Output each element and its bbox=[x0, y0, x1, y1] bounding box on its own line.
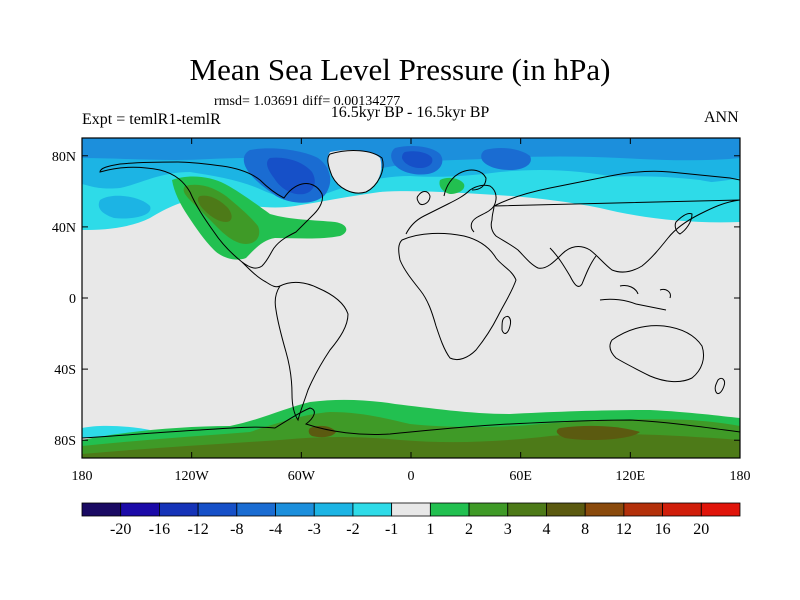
siberia-cyan-band bbox=[560, 176, 740, 196]
colorbar-swatch bbox=[623, 502, 663, 517]
coastlines bbox=[82, 150, 740, 439]
colorbar-label: 2 bbox=[465, 521, 473, 538]
lat-tick-label: 40S bbox=[54, 363, 76, 378]
colorbar-label: -3 bbox=[308, 521, 321, 538]
colorbar-swatch bbox=[313, 502, 354, 517]
coastline-scandinavia bbox=[443, 169, 487, 197]
experiment-subtitle: Expt = temlR1-temlR bbox=[82, 111, 221, 128]
colorbar-swatch bbox=[700, 502, 741, 517]
coastline-asia bbox=[490, 170, 740, 273]
colorbar-swatch bbox=[507, 502, 547, 517]
lon-tick-label: 60W bbox=[288, 469, 316, 484]
colorbar-label: -20 bbox=[110, 521, 131, 538]
coastline-central-america bbox=[241, 261, 281, 288]
coastline-greenland bbox=[327, 150, 384, 194]
colorbar-swatch bbox=[584, 502, 625, 517]
greenland-no-change bbox=[327, 150, 382, 194]
colorbar-swatch bbox=[429, 502, 470, 517]
north-america-olive-core bbox=[197, 195, 232, 222]
colorbar-label: 12 bbox=[616, 521, 632, 538]
colorbar-swatch bbox=[120, 502, 160, 517]
lat-tick-label: 80N bbox=[52, 150, 76, 165]
coastline-antarctica bbox=[82, 407, 740, 439]
coastline-australia bbox=[609, 325, 705, 383]
center-subtitle: 16.5kyr BP - 16.5kyr BP bbox=[330, 104, 490, 121]
colorbar-swatch bbox=[662, 502, 702, 517]
lon-tick-label: 60E bbox=[509, 469, 532, 484]
rmsd-subtitle: rmsd= 1.03691 diff= 0.00134277 bbox=[214, 94, 401, 109]
map-title: Mean Sea Level Pressure (in hPa) bbox=[189, 52, 611, 87]
colorbar-swatch bbox=[546, 502, 586, 517]
lon-tick-label: 120E bbox=[616, 469, 646, 484]
colorbar-swatch bbox=[81, 502, 122, 517]
coastline-madagascar bbox=[501, 315, 511, 334]
lat-tick-label: 40N bbox=[52, 221, 76, 236]
colorbar-swatch bbox=[352, 502, 393, 517]
coastline-india bbox=[549, 247, 597, 287]
colorbar-label: -16 bbox=[149, 521, 170, 538]
coastline-new-zealand bbox=[714, 377, 725, 395]
colorbar-swatch bbox=[275, 502, 315, 517]
coastline-indonesia bbox=[599, 285, 671, 311]
colorbar-swatch bbox=[159, 502, 199, 517]
colorbar-label: -1 bbox=[385, 521, 398, 538]
colorbar-label: -2 bbox=[346, 521, 359, 538]
colorbar-swatch bbox=[468, 502, 509, 517]
colorbar-label: 8 bbox=[581, 521, 589, 538]
south-olive-region bbox=[82, 433, 740, 458]
coastline-south-america bbox=[274, 281, 349, 422]
colorbar-label: 3 bbox=[504, 521, 512, 538]
latitude-ticks: 80N 40N 0 40S 80S bbox=[52, 150, 740, 449]
colorbar-label: 1 bbox=[426, 521, 434, 538]
colorbar-labels: -20 -16 -12 -8 -4 -3 -2 -1 1 2 3 4 8 12 16 20 bbox=[110, 521, 709, 538]
north-darkblue-core bbox=[267, 157, 315, 195]
lat-tick-label: 0 bbox=[69, 292, 76, 307]
colorbar-label: -12 bbox=[187, 521, 208, 538]
colorbar-swatch bbox=[236, 502, 276, 517]
colorbar-label: -4 bbox=[269, 521, 282, 538]
coastline-north-america bbox=[99, 161, 323, 269]
south-cyan-strip bbox=[82, 425, 150, 438]
colorbar bbox=[81, 502, 741, 517]
colorbar-swatch bbox=[391, 502, 431, 517]
north-blue-center-east bbox=[481, 148, 531, 170]
lon-tick-label: 0 bbox=[408, 469, 415, 484]
north-lightblue-patch bbox=[98, 195, 151, 219]
colorbar-label: 4 bbox=[542, 521, 550, 538]
colorbar-label: -8 bbox=[230, 521, 243, 538]
coastline-britain bbox=[416, 191, 431, 205]
north-darkblue-center-core bbox=[402, 151, 433, 168]
colorbar-label: 20 bbox=[693, 521, 709, 538]
lat-tick-label: 80S bbox=[54, 434, 76, 449]
lon-tick-label: 120W bbox=[175, 469, 210, 484]
lon-tick-label: 180 bbox=[730, 469, 751, 484]
south-brown-core-1 bbox=[308, 425, 336, 438]
south-brown-core-2 bbox=[556, 425, 640, 440]
coastline-europe bbox=[405, 184, 497, 235]
map-field bbox=[82, 138, 740, 458]
coastline-africa bbox=[398, 232, 517, 361]
season-subtitle: ANN bbox=[704, 109, 739, 126]
coastline-japan bbox=[674, 213, 693, 235]
colorbar-label: 16 bbox=[655, 521, 671, 538]
colorbar-swatch bbox=[197, 502, 238, 517]
lon-tick-label: 180 bbox=[72, 469, 93, 484]
longitude-ticks: 180 120W 60W 0 60E 120E 180 bbox=[72, 138, 751, 484]
